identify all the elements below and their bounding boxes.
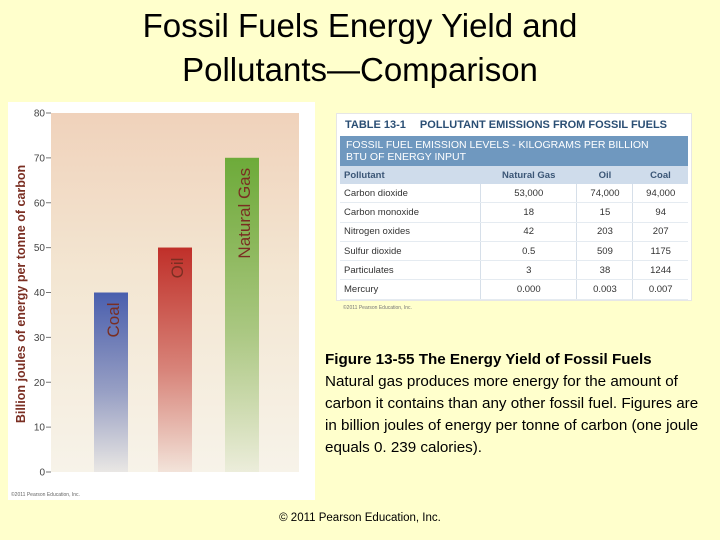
table-cell: 203 [576, 222, 634, 242]
table-cell: 74,000 [576, 184, 634, 204]
table-row: Carbon dioxide 53,000 74,000 94,000 [340, 184, 688, 204]
bar-top-edge [225, 157, 259, 161]
y-tick-label: 30 [34, 333, 46, 344]
table-cell: 207 [632, 222, 688, 242]
table-credit: ©2011 Pearson Education, Inc. [343, 304, 412, 311]
table-cell: 1244 [632, 260, 688, 281]
bar-category-label: Natural Gas [235, 168, 254, 259]
y-tick-label: 0 [39, 468, 45, 479]
caption-body: Natural gas produces more energy for the… [325, 373, 699, 456]
bar-top-edge [158, 247, 192, 251]
slide-title-line-1: Fossil Fuels Energy Yield and [142, 7, 578, 44]
column-header: Pollutant [340, 166, 481, 184]
column-header: Natural Gas [480, 166, 577, 184]
table-cell: 0.000 [480, 279, 578, 300]
y-tick-label: 60 [34, 198, 46, 209]
table-row: Nitrogen oxides 42 203 207 [340, 222, 688, 242]
table-cell: 0.003 [576, 279, 634, 300]
table-cell: 509 [576, 241, 634, 262]
table-cell: 0.007 [632, 279, 688, 300]
table-cell: 94,000 [632, 184, 688, 204]
pollutant-table-panel: TABLE 13-1 POLLUTANT EMISSIONS FROM FOSS… [336, 113, 692, 311]
column-header: Coal [632, 166, 688, 184]
table-cell: 3 [480, 260, 578, 281]
table-cell: Mercury [340, 279, 481, 300]
y-tick-label: 10 [34, 423, 46, 434]
bar-natural-gas [225, 157, 259, 472]
table-cell: 0.5 [480, 241, 578, 262]
bar-category-label: Oil [168, 258, 187, 279]
table-cell: 42 [480, 222, 578, 242]
table-subtitle-line-2: BTU OF ENERGY INPUT [346, 151, 466, 163]
chart-credit: ©2011 Pearson Education, Inc. [11, 491, 80, 498]
table-row: Sulfur dioxide 0.5 509 1175 [340, 241, 688, 262]
table-subtitle: FOSSIL FUEL EMISSION LEVELS - KILOGRAMS … [340, 136, 688, 166]
table-cell: 15 [576, 202, 634, 223]
caption-title: Figure 13-55 The Energy Yield of Fossil … [325, 351, 652, 368]
slide-title: Fossil Fuels Energy Yield and Pollutants… [0, 4, 720, 92]
table-cell: Carbon monoxide [340, 202, 481, 223]
slide-title-line-2: Pollutants—Comparison [182, 51, 538, 88]
table-cell: Sulfur dioxide [340, 241, 481, 262]
bar-coal [94, 292, 128, 472]
bar-category-label: Coal [104, 303, 123, 338]
y-tick-label: 50 [34, 243, 46, 254]
table-cell: 18 [480, 202, 578, 223]
table-title: POLLUTANT EMISSIONS FROM FOSSIL FUELS [419, 119, 668, 131]
y-axis-label: Billion joules of energy per tonne of ca… [14, 165, 28, 423]
y-tick-label: 20 [34, 378, 46, 389]
table-cell: 94 [632, 202, 688, 223]
table-header-row: Pollutant Natural Gas Oil Coal [340, 166, 688, 184]
table-cell: 53,000 [480, 184, 578, 204]
y-tick-label: 70 [34, 153, 46, 164]
figure-caption: Figure 13-55 The Energy Yield of Fossil … [325, 349, 710, 459]
table-subtitle-line-1: FOSSIL FUEL EMISSION LEVELS - KILOGRAMS … [346, 139, 649, 151]
y-tick-label: 40 [34, 288, 46, 299]
column-header: Oil [576, 166, 633, 184]
table-row: Mercury 0.000 0.003 0.007 [340, 279, 688, 300]
table-cell: Particulates [340, 260, 481, 281]
table-cell: 38 [576, 260, 634, 281]
table-cell: Nitrogen oxides [340, 222, 481, 242]
table-cell: Carbon dioxide [340, 184, 481, 204]
table-row: Particulates 3 38 1244 [340, 260, 688, 281]
table-number: TABLE 13-1 [345, 119, 406, 131]
pollutant-emissions-table: Pollutant Natural Gas Oil Coal Carbon di… [340, 166, 688, 300]
bar-top-edge [94, 292, 128, 295]
energy-yield-chart-panel: Billion joules of energy per tonne of ca… [8, 102, 315, 500]
y-tick-label: 80 [34, 109, 46, 120]
table-cell: 1175 [632, 241, 688, 262]
energy-yield-chart: Billion joules of energy per tonne of ca… [11, 109, 299, 498]
table-heading: TABLE 13-1 POLLUTANT EMISSIONS FROM FOSS… [337, 114, 691, 136]
copyright-footer: © 2011 Pearson Education, Inc. [279, 512, 441, 524]
bar-oil [158, 247, 192, 472]
table-row: Carbon monoxide 18 15 94 [340, 202, 688, 223]
